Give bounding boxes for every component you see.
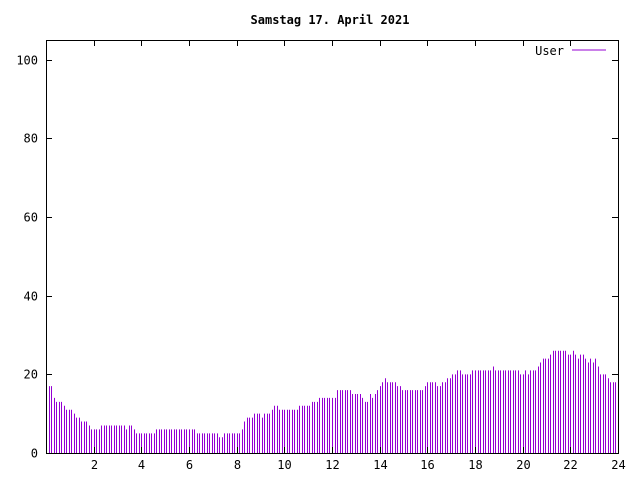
x-tick-label: 14 xyxy=(373,458,387,472)
bar-series xyxy=(46,350,616,453)
x-tick-label: 18 xyxy=(468,458,482,472)
x-tick-label: 2 xyxy=(91,458,98,472)
chart-title: Samstag 17. April 2021 xyxy=(251,13,410,27)
x-tick-label: 24 xyxy=(611,458,625,472)
y-tick-label: 80 xyxy=(24,132,38,146)
x-tick-label: 4 xyxy=(138,458,145,472)
x-tick-label: 10 xyxy=(277,458,291,472)
x-tick-label: 20 xyxy=(516,458,530,472)
x-tick-label: 6 xyxy=(186,458,193,472)
y-tick-label: 40 xyxy=(24,290,38,304)
y-tick-label: 60 xyxy=(24,211,38,225)
x-tick-label: 12 xyxy=(325,458,339,472)
x-tick-label: 22 xyxy=(563,458,577,472)
y-tick-label: 0 xyxy=(31,447,38,461)
legend-label-user: User xyxy=(535,44,564,58)
legend: User xyxy=(535,44,606,58)
x-tick-label: 16 xyxy=(420,458,434,472)
x-tick-label: 8 xyxy=(234,458,241,472)
y-tick-label: 100 xyxy=(16,54,38,68)
y-tick-label: 20 xyxy=(24,368,38,382)
